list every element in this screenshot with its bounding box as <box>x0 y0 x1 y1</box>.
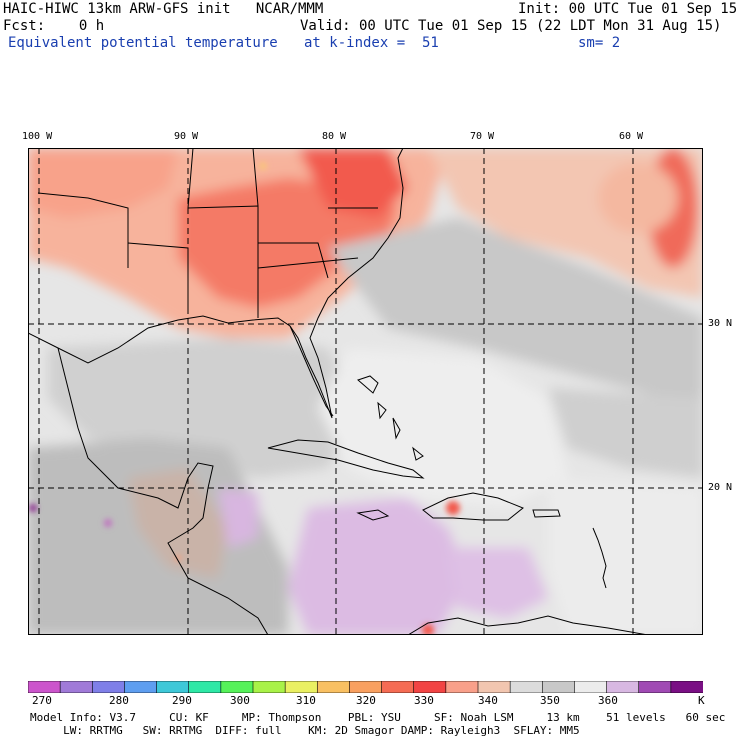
colorbar-swatch <box>316 681 351 693</box>
field-details <box>29 162 460 635</box>
map-frame <box>28 148 703 635</box>
model-info-line2: LW: RRTMG SW: RRTMG DIFF: full KM: 2D Sm… <box>30 724 580 737</box>
lat-label-20n: 20 N <box>708 482 733 493</box>
cbar-tick-340: 340 <box>478 694 498 707</box>
colorbar-swatch <box>381 681 415 693</box>
colorbar-swatch <box>220 681 254 693</box>
cbar-tick-320: 320 <box>356 694 376 707</box>
forecast-hour: Fcst: 0 h <box>3 18 105 34</box>
colorbar-swatch <box>606 681 640 693</box>
level-label: at k-index = 51 <box>304 35 439 51</box>
colorbar-swatch <box>349 681 383 693</box>
graticule <box>28 148 703 635</box>
model-info-line1: Model Info: V3.7 CU: KF MP: Thompson PBL… <box>30 711 726 724</box>
colorbar-swatch <box>413 681 447 693</box>
lon-label-70w: 70 W <box>470 131 495 142</box>
cbar-tick-270: 270 <box>32 694 52 707</box>
colorbar-swatch <box>670 681 703 693</box>
colorbar-swatch <box>252 681 286 693</box>
cbar-unit: K <box>698 694 705 707</box>
smoothing-label: sm= 2 <box>578 35 621 51</box>
colorbar-swatch <box>91 681 126 693</box>
theta-e-map[interactable] <box>28 148 703 635</box>
cbar-tick-310: 310 <box>296 694 316 707</box>
lon-label-90w: 90 W <box>174 131 199 142</box>
colorbar-swatch <box>156 681 190 693</box>
colorbar-swatch <box>541 681 576 693</box>
colorbar-swatch <box>188 681 222 693</box>
colorbar-swatch <box>638 681 672 693</box>
colorbar-swatch <box>59 681 94 693</box>
lat-label-30n: 30 N <box>708 318 733 329</box>
lon-label-60w: 60 W <box>619 131 644 142</box>
model-title: HAIC-HIWC 13km ARW-GFS init NCAR/MMM <box>3 1 324 17</box>
colorbar-swatch <box>445 681 479 693</box>
colorbar-swatch <box>28 681 61 693</box>
cbar-tick-360: 360 <box>598 694 618 707</box>
colorbar <box>28 681 703 693</box>
cbar-tick-300: 300 <box>230 694 250 707</box>
init-time: Init: 00 UTC Tue 01 Sep 15 <box>518 1 738 17</box>
cbar-tick-330: 330 <box>414 694 434 707</box>
lon-label-80w: 80 W <box>322 131 347 142</box>
valid-time: Valid: 00 UTC Tue 01 Sep 15 (22 LDT Mon … <box>300 18 722 34</box>
colorbar-swatch <box>477 681 511 693</box>
colorbar-swatch <box>574 681 608 693</box>
cbar-tick-350: 350 <box>540 694 560 707</box>
colorbar-swatch <box>284 681 319 693</box>
colorbar-swatch <box>509 681 544 693</box>
lon-label-100w: 100 W <box>22 131 53 142</box>
cbar-tick-290: 290 <box>172 694 192 707</box>
field-shading <box>28 148 703 635</box>
field-name: Equivalent potential temperature <box>8 35 278 51</box>
colorbar-swatch <box>124 681 158 693</box>
cbar-tick-280: 280 <box>109 694 129 707</box>
